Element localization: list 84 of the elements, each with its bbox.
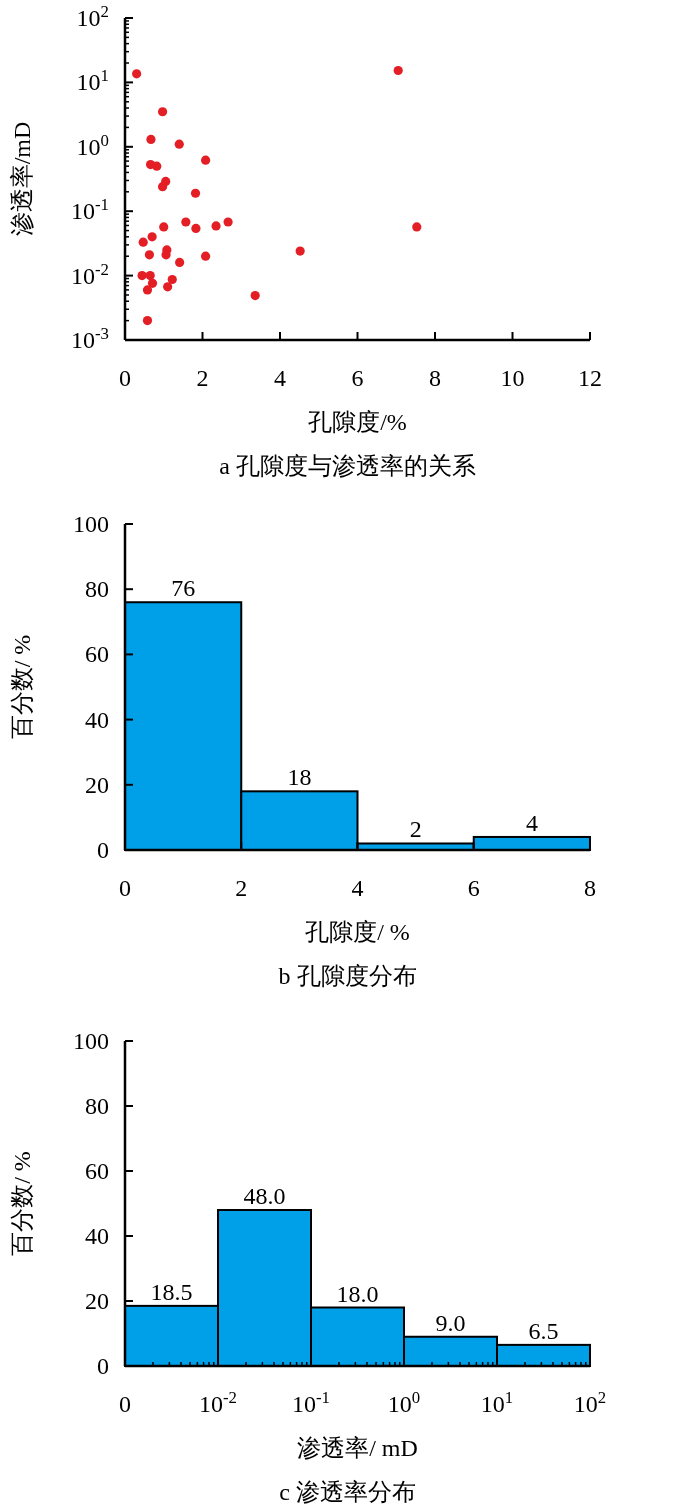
y-tick-label: 40 [85,706,109,733]
y-tick-label: 100 [73,1028,109,1054]
point [190,188,201,198]
y-axis-title: 百分数/ % [9,1151,35,1256]
text: a 孔隙度与渗透率的关系 [219,453,476,479]
data-label: 76 [171,575,196,602]
point [142,285,153,295]
x-tick-label: 6 [467,875,480,901]
x-tick-label: 8 [584,875,596,901]
data-label: 18.5 [150,1278,193,1305]
y-tick-label: 10$^{2}$ [76,1,109,31]
x-tick-label: 0 [119,365,131,391]
data-label: 18 [287,764,312,791]
y-tick-label: 0 [97,1353,109,1379]
y-tick-label: 20 [85,771,109,798]
point [146,134,156,145]
data-label: 18.0 [336,1280,379,1307]
point [132,69,142,79]
x-tick-label: 0 [119,1391,131,1417]
point [211,221,221,231]
x-tick-label: 4 [274,365,286,391]
point [147,278,158,288]
y-tick-label: 10$^{0}$ [76,130,109,160]
data-label: 4 [525,809,538,836]
point [393,65,403,76]
x-tick-label: 10$^{-1}$ [292,1387,330,1417]
point [138,237,148,247]
y-tick-label: 60 [85,1158,109,1184]
text: c 渗透率分布 [279,1479,416,1505]
text: b 孔隙度分布 [278,963,417,989]
data-label: 6.5 [528,1317,559,1344]
y-tick-label: 100 [73,511,109,537]
point [157,182,168,192]
y-tick-label: 0 [97,837,109,863]
y-tick-label: 20 [85,1288,109,1314]
point [157,107,168,117]
point [152,161,162,171]
y-axis-title: 渗透率/mD [9,121,35,237]
data-label: 48.0 [243,1183,286,1209]
point [250,290,260,301]
y-tick-label: 10$^{-3}$ [71,323,109,353]
point [142,316,153,326]
y-tick-label: 10$^{1}$ [76,65,109,96]
point [201,251,211,261]
x-tick-label: 10$^{-2}$ [199,1387,237,1417]
data-label: 9.0 [435,1309,466,1336]
x-tick-label: 10$^{2}$ [573,1387,607,1417]
point [161,250,171,260]
x-tick-label: 2 [235,875,248,901]
y-tick-label: 10$^{-1}$ [71,194,109,225]
point [191,223,201,234]
point [201,155,211,165]
point [175,257,185,268]
point [147,232,157,242]
point [174,139,184,149]
point [144,250,155,260]
point [137,271,147,281]
y-tick-label: 80 [85,1093,109,1119]
point [167,274,177,285]
y-tick-label: 80 [85,576,109,603]
x-axis-title: 孔隙度/% [308,409,407,435]
x-tick-label: 2 [196,365,209,391]
point [163,282,173,292]
point [223,217,233,227]
x-axis-title: 渗透率/ mD [297,1435,418,1461]
point [412,222,422,232]
point [181,217,191,227]
x-tick-label: 6 [351,365,364,391]
x-tick-label: 12 [578,365,602,391]
x-tick-label: 8 [429,365,441,391]
y-tick-label: 40 [85,1223,109,1249]
y-tick-label: 10$^{-2}$ [71,259,109,289]
x-tick-label: 10$^{1}$ [480,1387,514,1417]
x-axis-title: 孔隙度/ % [305,919,410,945]
point [145,271,155,281]
x-tick-label: 4 [351,875,364,901]
y-tick-label: 60 [85,641,109,668]
point [159,222,169,232]
x-tick-label: 10$^{0}$ [387,1387,421,1417]
point [295,246,305,256]
y-axis-title: 百分数/ % [9,634,35,740]
x-tick-label: 10 [500,365,525,391]
x-tick-label: 0 [119,875,131,901]
data-label: 2 [409,816,422,843]
